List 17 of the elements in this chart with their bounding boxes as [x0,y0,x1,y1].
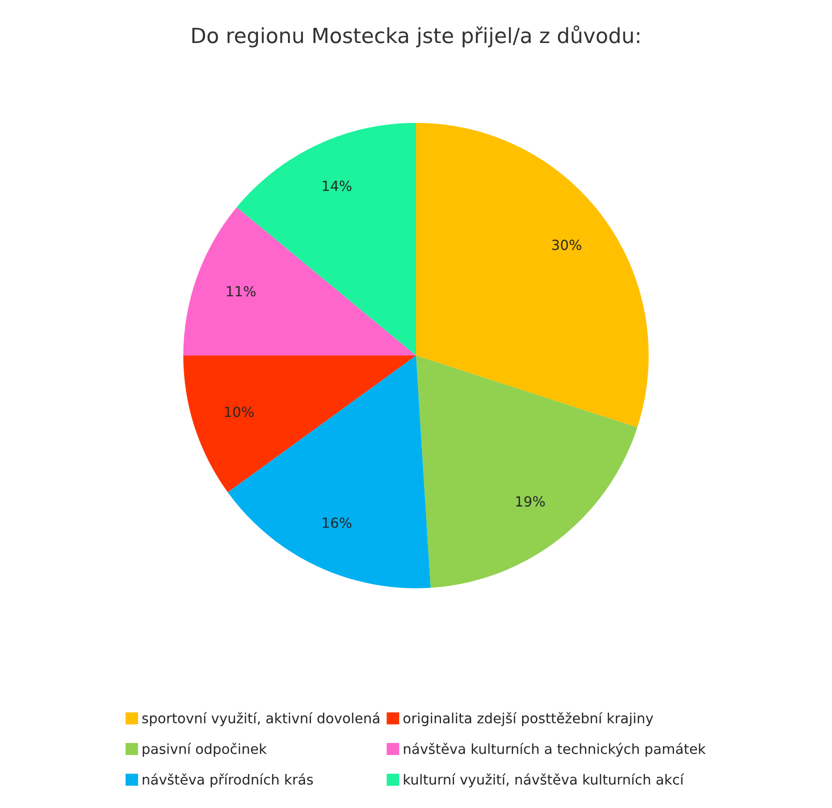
legend-label: originalita zdejší posttěžební krajiny [403,712,654,726]
legend-label: návštěva kulturních a technických památek [404,742,706,757]
pie-slice [183,207,416,356]
pie-slice [183,356,416,492]
legend-label: sportovní využití, aktivní dovolená [142,712,380,726]
chart-title: Do regionu Mostecka jste přijel/a z důvodu: [192,25,640,48]
legend-label: pasivní odpočinek [142,742,267,757]
pie-slice [416,356,638,588]
data-label: 10% [225,406,254,418]
legend-label: kulturní využití, návštěva kulturních akcí [404,773,684,788]
data-label: 16% [322,517,352,528]
pie-slice [416,122,649,428]
data-label: 14% [322,180,352,192]
data-label: 30% [552,240,582,250]
data-label: 11% [226,286,256,296]
legend-label: návštěva přírodních krás [142,773,313,788]
data-label: 19% [516,496,545,507]
